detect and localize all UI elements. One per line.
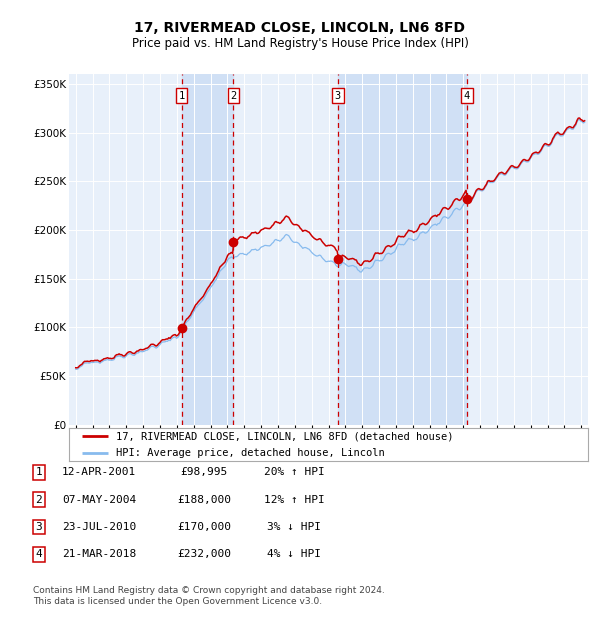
Text: 20% ↑ HPI: 20% ↑ HPI	[263, 467, 325, 477]
Text: 2: 2	[35, 495, 43, 505]
Text: 17, RIVERMEAD CLOSE, LINCOLN, LN6 8FD (detached house): 17, RIVERMEAD CLOSE, LINCOLN, LN6 8FD (d…	[116, 432, 453, 441]
Text: 4: 4	[464, 91, 470, 101]
Text: £232,000: £232,000	[177, 549, 231, 559]
Text: 12-APR-2001: 12-APR-2001	[62, 467, 136, 477]
Text: HPI: Average price, detached house, Lincoln: HPI: Average price, detached house, Linc…	[116, 448, 385, 458]
Text: 3: 3	[35, 522, 43, 532]
Bar	[182, 74, 233, 425]
Text: 07-MAY-2004: 07-MAY-2004	[62, 495, 136, 505]
Text: £170,000: £170,000	[177, 522, 231, 532]
Text: 1: 1	[35, 467, 43, 477]
Text: 4: 4	[35, 549, 43, 559]
Text: 21-MAR-2018: 21-MAR-2018	[62, 549, 136, 559]
Text: Price paid vs. HM Land Registry's House Price Index (HPI): Price paid vs. HM Land Registry's House …	[131, 37, 469, 50]
Text: 3: 3	[335, 91, 341, 101]
Bar	[338, 74, 467, 425]
Text: 3% ↓ HPI: 3% ↓ HPI	[267, 522, 321, 532]
Text: 23-JUL-2010: 23-JUL-2010	[62, 522, 136, 532]
Text: 17, RIVERMEAD CLOSE, LINCOLN, LN6 8FD: 17, RIVERMEAD CLOSE, LINCOLN, LN6 8FD	[134, 21, 466, 35]
Text: £98,995: £98,995	[181, 467, 227, 477]
Text: 4% ↓ HPI: 4% ↓ HPI	[267, 549, 321, 559]
Text: £188,000: £188,000	[177, 495, 231, 505]
Text: 12% ↑ HPI: 12% ↑ HPI	[263, 495, 325, 505]
Text: 1: 1	[178, 91, 185, 101]
Text: Contains HM Land Registry data © Crown copyright and database right 2024.
This d: Contains HM Land Registry data © Crown c…	[33, 585, 385, 606]
Text: 2: 2	[230, 91, 236, 101]
